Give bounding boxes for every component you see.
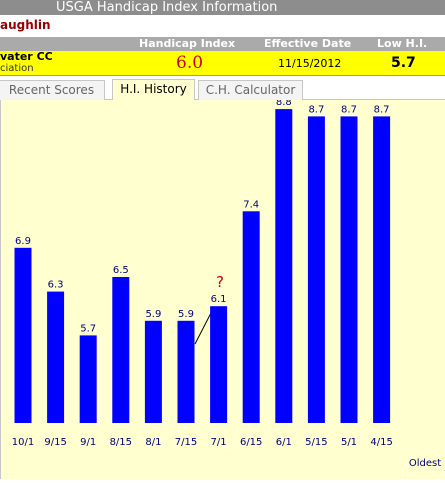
tab-recent-scores[interactable]: Recent Scores bbox=[0, 80, 105, 100]
bar-value-label: 8.7 bbox=[308, 104, 324, 115]
bar-9-1 bbox=[79, 335, 97, 423]
bar-6-15 bbox=[242, 211, 260, 423]
date-tick-label: 9/1 bbox=[80, 437, 96, 448]
bar-7-15 bbox=[177, 320, 195, 423]
bar-8-15 bbox=[112, 277, 130, 423]
bar-6-1 bbox=[275, 109, 293, 423]
handicap-index-value: 6.0 bbox=[176, 53, 204, 73]
date-tick-label: 5/15 bbox=[305, 437, 327, 448]
bar-5-15 bbox=[307, 116, 325, 424]
tab-ch-calculator[interactable]: C.H. Calculator bbox=[198, 80, 303, 100]
player-name: aughlin bbox=[0, 18, 51, 32]
date-tick-label: 10/1 bbox=[12, 437, 34, 448]
tab-hi-history[interactable]: H.I. History bbox=[112, 79, 195, 100]
date-tick-label: 4/15 bbox=[370, 437, 392, 448]
bar-value-label: 7.4 bbox=[243, 199, 259, 210]
bar-value-label: 6.9 bbox=[15, 236, 31, 247]
bar-9-15 bbox=[47, 291, 65, 423]
bar-value-label: 6.1 bbox=[211, 294, 227, 305]
info-row: vater CC ciation 6.0 11/15/2012 5.7 bbox=[0, 51, 445, 76]
bar-value-label: 8.7 bbox=[374, 104, 390, 115]
bar-4-15 bbox=[373, 116, 391, 424]
window-title: USGA Handicap Index Information bbox=[0, 0, 445, 15]
low-hi-header: Low H.I. bbox=[377, 37, 428, 50]
club-association: ciation bbox=[0, 63, 34, 74]
question-mark-annotation: ? bbox=[216, 273, 224, 291]
date-tick-label: 7/15 bbox=[175, 437, 197, 448]
handicap-index-header: Handicap Index bbox=[139, 37, 236, 50]
bar-5-1 bbox=[340, 116, 358, 424]
bar-value-label: 8.8 bbox=[276, 100, 292, 108]
bar-10-1 bbox=[14, 247, 32, 423]
date-tick-label: 8/15 bbox=[110, 437, 132, 448]
hi-history-chart: ? 6.9 10/1 6.3 9/15 5.7 9/1 6.5 8/15 5.9 8/1 5.9 7/… bbox=[12, 97, 441, 469]
bar-value-label: 6.5 bbox=[113, 265, 129, 276]
effective-date-header: Effective Date bbox=[264, 37, 352, 50]
bar-7-1 bbox=[210, 306, 228, 423]
date-tick-label: 7/1 bbox=[211, 437, 227, 448]
hi-history-panel: ? 6.9 10/1 6.3 9/15 5.7 9/1 6.5 8/15 5.9 8/1 5.9 7/… bbox=[0, 97, 445, 479]
oldest-label: Oldest bbox=[409, 458, 441, 469]
date-tick-label: 6/1 bbox=[276, 437, 292, 448]
club-name: vater CC bbox=[0, 50, 53, 63]
bar-value-label: 5.7 bbox=[80, 323, 96, 334]
bar-value-label: 8.7 bbox=[341, 104, 357, 115]
info-header-row: Handicap Index Effective Date Low H.I. bbox=[0, 37, 445, 51]
bar-value-label: 5.9 bbox=[145, 309, 161, 320]
date-tick-label: 9/15 bbox=[44, 437, 66, 448]
bar-8-1 bbox=[144, 320, 162, 423]
tab-bar: Recent Scores H.I. History C.H. Calculat… bbox=[0, 78, 445, 100]
annotation-line bbox=[194, 310, 213, 345]
bar-value-label: 6.3 bbox=[48, 280, 64, 291]
date-tick-label: 5/1 bbox=[341, 437, 357, 448]
effective-date-value: 11/15/2012 bbox=[278, 57, 342, 70]
bar-value-label: 5.9 bbox=[178, 309, 194, 320]
date-tick-label: 6/15 bbox=[240, 437, 262, 448]
date-tick-label: 8/1 bbox=[145, 437, 161, 448]
low-hi-value: 5.7 bbox=[391, 55, 416, 71]
